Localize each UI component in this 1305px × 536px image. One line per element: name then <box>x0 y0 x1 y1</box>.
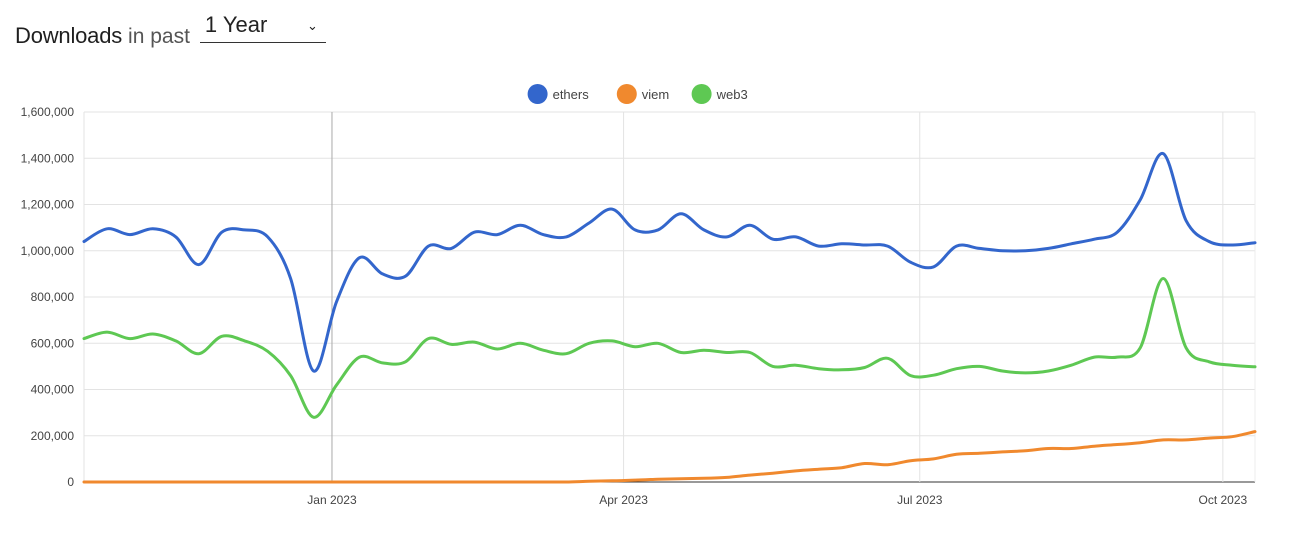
legend-swatch <box>527 84 548 104</box>
downloads-header: Downloads in past 1 Year ⌄ <box>15 12 326 48</box>
legend-item-viem[interactable]: viem <box>616 84 669 104</box>
x-tick-label: Jan 2023 <box>307 493 357 507</box>
page-subtitle: in past <box>128 25 190 48</box>
downloads-chart: ethers viem web3 0 200,000 400,000 600,000 800… <box>0 78 1305 518</box>
y-tick-label: 800,000 <box>31 290 75 304</box>
y-gridlines <box>83 111 1256 483</box>
series-lines <box>82 152 1257 484</box>
chart-legend: ethers viem web3 <box>527 84 748 104</box>
legend-item-ethers[interactable]: ethers <box>527 84 590 104</box>
y-tick-label: 1,200,000 <box>21 198 75 212</box>
x-tick-label: Apr 2023 <box>599 493 648 507</box>
y-tick-label: 200,000 <box>31 429 75 443</box>
y-tick-label: 1,400,000 <box>21 151 75 165</box>
legend-label: web3 <box>716 87 748 102</box>
legend-swatch <box>616 84 637 104</box>
y-axis-labels: 0 200,000 400,000 600,000 800,000 1,000,000 1,… <box>21 105 75 489</box>
series-line-web3 <box>82 277 1257 419</box>
y-tick-label: 1,600,000 <box>21 105 75 119</box>
y-tick-label: 600,000 <box>31 336 75 350</box>
x-tick-label: Oct 2023 <box>1199 493 1248 507</box>
y-tick-label: 1,000,000 <box>21 244 75 258</box>
legend-label: ethers <box>553 87 590 102</box>
series-line-viem <box>82 430 1257 484</box>
chart-svg: ethers viem web3 0 200,000 400,000 600,000 800… <box>21 84 1257 507</box>
x-tick-label: Jul 2023 <box>897 493 943 507</box>
y-tick-label: 0 <box>67 475 74 489</box>
x-axis-labels: Jan 2023 Apr 2023 Jul 2023 Oct 2023 <box>307 493 1247 507</box>
y-tick-label: 400,000 <box>31 383 75 397</box>
legend-label: viem <box>642 87 669 102</box>
page-title: Downloads <box>15 23 123 48</box>
legend-item-web3[interactable]: web3 <box>691 84 748 104</box>
period-select[interactable]: 1 Year ⌄ <box>199 12 326 43</box>
chevron-down-icon: ⌄ <box>307 18 318 33</box>
legend-swatch <box>691 84 712 104</box>
series-line-ethers <box>82 152 1257 373</box>
period-select-value: 1 Year <box>204 12 268 37</box>
x-gridlines <box>331 112 1224 482</box>
